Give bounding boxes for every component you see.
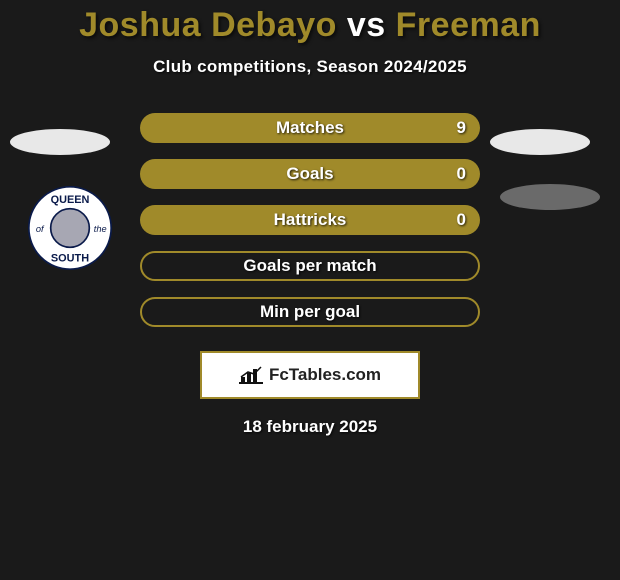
stat-value: 9 bbox=[457, 118, 466, 138]
bar-chart-icon bbox=[239, 365, 263, 385]
stat-value: 0 bbox=[457, 210, 466, 230]
player2-pill-mid bbox=[500, 184, 600, 210]
vs-text: vs bbox=[347, 6, 386, 44]
date-text: 18 february 2025 bbox=[0, 417, 620, 437]
player2-pill-top bbox=[490, 129, 590, 155]
stat-label: Matches bbox=[276, 118, 344, 138]
subtitle: Club competitions, Season 2024/2025 bbox=[0, 57, 620, 77]
stat-bar: Goals per match bbox=[140, 251, 480, 281]
svg-text:QUEEN: QUEEN bbox=[51, 194, 90, 206]
stat-label: Goals per match bbox=[243, 256, 376, 276]
stat-label: Hattricks bbox=[274, 210, 347, 230]
fctables-badge[interactable]: FcTables.com bbox=[200, 351, 420, 399]
stat-label: Min per goal bbox=[260, 302, 360, 322]
player2-name: Freeman bbox=[396, 6, 541, 44]
comparison-card: QUEEN SOUTH of the Joshua Debayo vs Free… bbox=[0, 6, 620, 580]
fctables-text: FcTables.com bbox=[269, 365, 381, 385]
player1-name: Joshua Debayo bbox=[79, 6, 337, 44]
svg-text:the: the bbox=[94, 224, 107, 234]
stat-bar: Matches 9 bbox=[140, 113, 480, 143]
page-title: Joshua Debayo vs Freeman bbox=[0, 6, 620, 45]
stat-value: 0 bbox=[457, 164, 466, 184]
svg-text:SOUTH: SOUTH bbox=[51, 253, 89, 265]
club-crest: QUEEN SOUTH of the bbox=[28, 186, 112, 270]
stat-bar: Hattricks 0 bbox=[140, 205, 480, 235]
stat-bar: Goals 0 bbox=[140, 159, 480, 189]
stat-bar: Min per goal bbox=[140, 297, 480, 327]
player1-pill bbox=[10, 129, 110, 155]
stat-label: Goals bbox=[286, 164, 333, 184]
